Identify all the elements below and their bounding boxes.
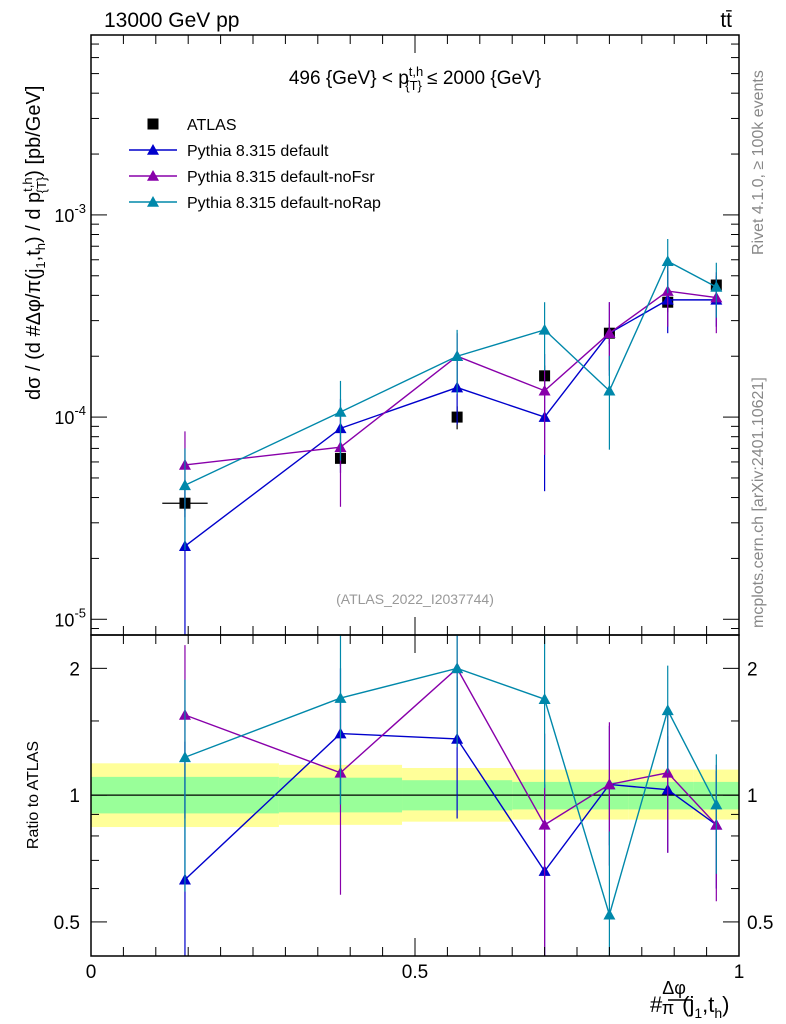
- ylabel-sub-t: {T}: [34, 176, 49, 193]
- data-point: [538, 323, 551, 335]
- ylabel-mid: ,t: [23, 250, 45, 262]
- legend-label: Pythia 8.315 default: [187, 143, 329, 160]
- legend-marker: [147, 170, 159, 181]
- ratio-series-2: [178, 635, 723, 956]
- rivet-label: Rivet 4.1.0, ≥ 100k events: [750, 70, 767, 255]
- data-point: [603, 327, 616, 338]
- xlabel-sub-h: h: [714, 1005, 722, 1021]
- data-point: [710, 280, 723, 292]
- x-tick-label: 0.5: [402, 962, 428, 983]
- ratio-data-point: [603, 908, 616, 920]
- ratio-panel: 0.5 0.51 12 20 0.5 1 Ratio to ATLAS #Δφ π (j1,t…: [25, 634, 773, 1021]
- ratio-data-point: [451, 662, 464, 674]
- xlabel-numerator: Δφ: [662, 978, 685, 998]
- main-y-tick-exponent: -3: [74, 201, 86, 216]
- series-3: [178, 239, 723, 551]
- main-panel: 10-510-410-3 496 {GeV} < pt,h {T} ≤ 2000 …: [20, 34, 740, 636]
- legend-marker: [147, 118, 159, 130]
- data-point: [538, 384, 551, 396]
- ratio-data-point: [538, 693, 551, 704]
- ratio-data-point: [538, 818, 551, 830]
- title-sub: {T}: [405, 78, 422, 93]
- title-rest: ≤ 2000 {GeV}: [422, 68, 541, 89]
- ratio-data-point: [178, 751, 191, 763]
- main-plot-content: [162, 239, 723, 635]
- main-y-tick-exponent: -5: [74, 605, 86, 620]
- title-sup: t,h: [409, 64, 423, 79]
- watermark-analysis-id: (ATLAS_2022_I2037744): [336, 591, 494, 607]
- ylabel-sup: t,h: [20, 177, 35, 191]
- ratio-data-point: [334, 692, 347, 703]
- process-label: tt̄: [720, 9, 732, 32]
- ratio-data-point: [661, 704, 674, 716]
- xlabel-args: (j: [682, 992, 694, 1017]
- x-tick-label: 0: [86, 962, 97, 983]
- xlabel-mid: ,t: [702, 992, 714, 1017]
- ratio-y-tick-label-left: 2: [69, 659, 80, 680]
- legend-marker: [147, 144, 159, 155]
- ratio-data-point: [710, 798, 723, 810]
- legend: ATLAS Pythia 8.315 default Pythia 8.315 de…: [129, 117, 381, 212]
- x-tick-label: 1: [734, 962, 745, 983]
- xlabel-sub-1: 1: [694, 1005, 702, 1021]
- data-point: [451, 350, 464, 362]
- legend-label: Pythia 8.315 default-noFsr: [187, 169, 375, 186]
- legend-marker: [147, 196, 159, 207]
- main-axis-ticks: 10-510-410-3: [54, 35, 740, 635]
- ratio-y-tick-label-left: 1: [69, 786, 80, 807]
- data-point: [603, 384, 616, 396]
- ylabel-end: ) / d p: [23, 192, 45, 243]
- data-point: [661, 255, 674, 267]
- data-point: [334, 405, 347, 417]
- ratio-data-point: [603, 778, 616, 790]
- mcplots-label: mcplots.cern.ch [arXiv:2401.10621]: [750, 377, 767, 628]
- main-title: 496 {GeV} < pt,h {T} ≤ 2000 {GeV}: [289, 64, 541, 93]
- legend-label: Pythia 8.315 default-noRap: [187, 195, 381, 212]
- main-y-tick-exponent: -4: [74, 403, 86, 418]
- ylabel-sub-h: h: [33, 243, 48, 250]
- ratio-plot-content: [91, 635, 739, 956]
- ylabel-sub-1: 1: [33, 261, 48, 268]
- ratio-axis-ticks: 0.5 0.5 1 1 2 2 0 0.5 1: [54, 635, 773, 983]
- ratio-y-tick-label-right: 0.5: [747, 913, 773, 934]
- xlabel-end: ): [722, 992, 729, 1017]
- ylabel-fraction: Δφ/π: [23, 280, 45, 326]
- main-y-axis-label: dσ / (d #Δφ/π(j1,th) / d pt,h{T}) [pb/Ge…: [20, 86, 49, 400]
- ratio-y-tick-label-right: 1: [747, 786, 758, 807]
- energy-label: 13000 GeV pp: [104, 9, 239, 32]
- ratio-y-tick-label-left: 0.5: [54, 913, 80, 934]
- data-point: [178, 479, 191, 491]
- xlabel-denominator: π: [662, 998, 674, 1018]
- legend-label: ATLAS: [187, 117, 237, 134]
- ylabel-units: ) [pb/GeV]: [23, 86, 45, 177]
- ratio-y-axis-label: Ratio to ATLAS: [25, 741, 42, 849]
- ratio-y-tick-label-right: 2: [747, 659, 758, 680]
